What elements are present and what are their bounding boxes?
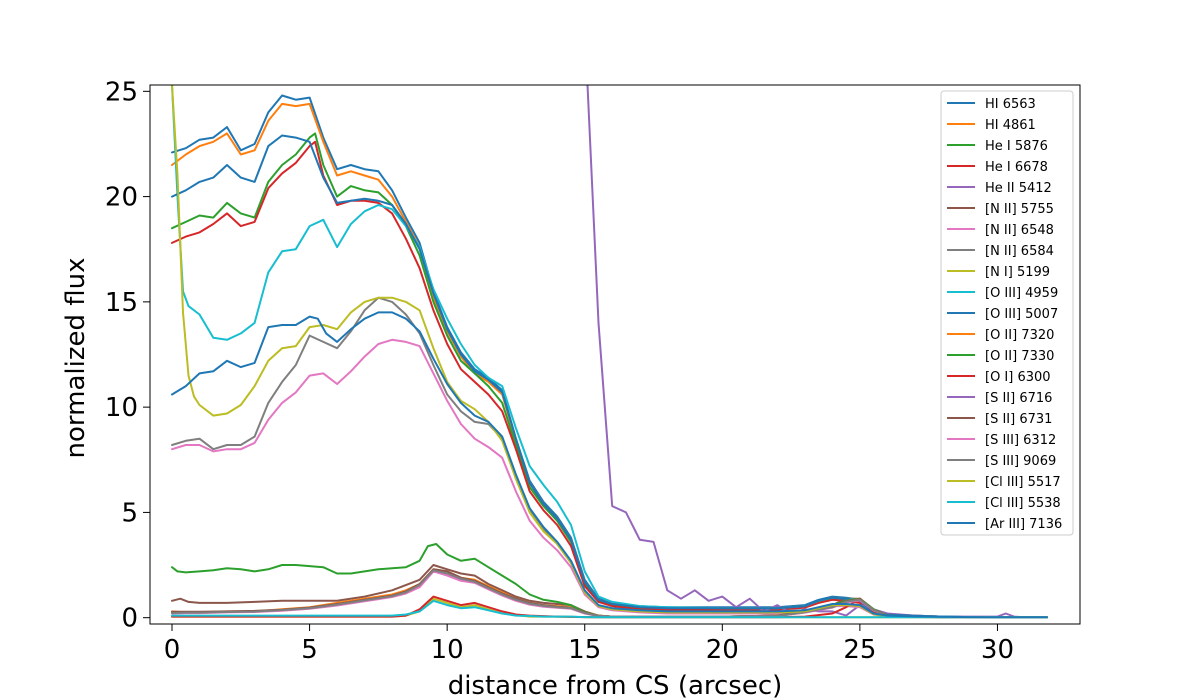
series-line-20 (171, 311, 1048, 619)
legend-label-15: [S II] 6731 (985, 412, 1052, 427)
y-tick-label-5: 25 (105, 77, 138, 107)
series-line-6 (171, 338, 1048, 619)
legend-label-20: [Ar III] 7136 (985, 517, 1062, 532)
series-line-17 (171, 569, 1048, 619)
x-axis-ticks: 0 5 10 15 20 25 30 (164, 624, 1014, 665)
legend-label-6: [N II] 6548 (985, 223, 1054, 238)
x-tick-label-4: 20 (706, 635, 739, 665)
y-tick-label-4: 20 (105, 183, 138, 213)
legend-frame (940, 90, 1074, 536)
legend-label-9: [O III] 4959 (985, 286, 1058, 301)
axes-frame (149, 84, 1081, 625)
y-axis-label: normalized flux (61, 258, 91, 459)
y-tick-label-2: 10 (105, 393, 138, 423)
legend-label-1: HI 4861 (985, 118, 1036, 133)
x-axis-label: distance from CS (arcsec) (448, 671, 783, 700)
y-tick-label-1: 5 (121, 498, 138, 528)
legend-label-7: [N II] 6584 (985, 244, 1054, 259)
x-tick-label-6: 30 (981, 635, 1014, 665)
legend-label-13: [O I] 6300 (985, 370, 1051, 385)
legend-label-5: [N II] 5755 (985, 202, 1054, 217)
x-tick-label-1: 5 (301, 635, 318, 665)
x-tick-label-2: 10 (431, 635, 464, 665)
y-tick-label-0: 0 (121, 604, 138, 634)
legend-label-12: [O II] 7330 (985, 349, 1054, 364)
legend-label-18: [Cl III] 5517 (985, 475, 1061, 490)
legend-label-19: [Cl III] 5538 (985, 496, 1061, 511)
x-tick-label-3: 15 (568, 635, 601, 665)
legend-label-3: He I 6678 (985, 160, 1048, 175)
y-tick-label-3: 15 (105, 288, 138, 318)
legend-label-4: He II 5412 (985, 181, 1052, 196)
legend-items: HI 6563 HI 4861 He I 5876 He I 6678 He II 54… (947, 97, 1062, 532)
legend-label-11: [O II] 7320 (985, 328, 1054, 343)
legend-label-14: [S II] 6716 (985, 391, 1052, 406)
legend-label-8: [N I] 5199 (985, 265, 1050, 280)
x-tick-label-0: 0 (164, 635, 181, 665)
legend-label-16: [S III] 6312 (985, 433, 1056, 448)
y-axis-ticks: 0 5 10 15 20 25 (105, 77, 150, 634)
legend-label-17: [S III] 9069 (985, 454, 1056, 469)
legend-label-10: [O III] 5007 (985, 307, 1058, 322)
legend-label-0: HI 6563 (985, 97, 1036, 112)
plot-area (150, 85, 1080, 624)
series-line-19 (171, 599, 1048, 619)
series-group (171, 85, 1048, 619)
x-tick-label-5: 25 (843, 635, 876, 665)
legend: HI 6563 HI 4861 He I 5876 He I 6678 He II 54… (940, 90, 1074, 536)
legend-label-2: He I 5876 (985, 139, 1048, 154)
